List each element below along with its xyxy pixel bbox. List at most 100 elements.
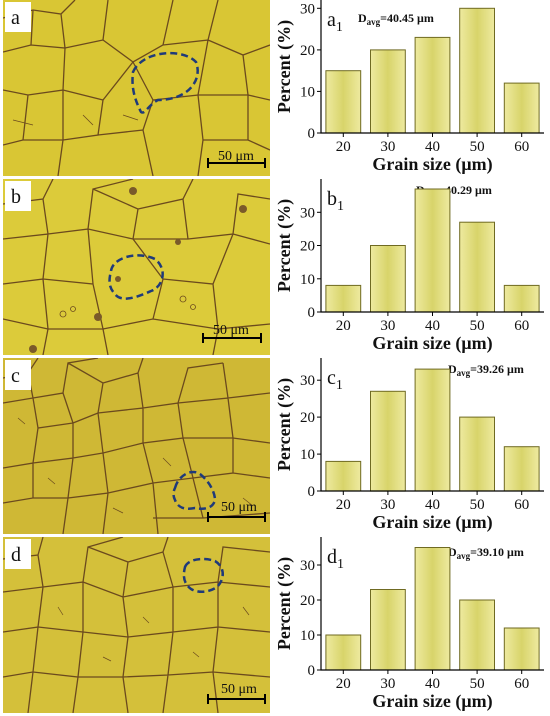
scale-bar-label: 50 μm [221,682,257,697]
x-axis-title: Grain size (μm) [372,333,492,354]
x-tick-label: 50 [470,497,485,513]
micrograph-a: a 50 μm [3,0,270,176]
micrograph-b-image: b 50 μm [3,179,270,355]
y-tick-label: 20 [300,239,315,255]
y-axis-title: Percent (%) [274,557,295,650]
micrograph-c: c 50 μm [3,358,270,534]
x-tick-label: 30 [380,497,395,513]
micrograph-background [3,537,270,713]
grain-boundaries [3,179,270,355]
bar-40 [414,547,451,671]
y-tick-label: 30 [300,205,315,221]
grain-boundaries [3,537,270,713]
bar-60 [503,627,540,671]
bar-20 [325,70,362,134]
scale-bar [207,512,266,522]
scale-bar-label: 50 μm [213,323,249,338]
micrograph-b: b 50 μm [3,179,270,355]
micrograph-d-image: d 50 μm [3,537,270,713]
row-d: d 50 μm d1 Davg=39.10 μm 20 30 40 50 60 0 10 20… [0,537,550,714]
chart-panel-letter: a1 [327,9,343,35]
dark-spots [29,187,247,353]
micrograph-background [3,0,270,176]
dashed-grain-outline [172,470,217,510]
x-tick-label: 30 [380,676,395,692]
chart-panel-letter: d1 [327,546,344,572]
y-tick-label: 30 [300,1,315,17]
chart-panel-a1: a1 Davg=40.45 μm 20 30 40 50 60 0 10 20 30 Grain … [274,0,550,177]
bar-chart-d1: d1 Davg=39.10 μm 20 30 40 50 600102030Grain … [274,537,544,712]
chart-panel-d1: d1 Davg=39.10 μm 20 30 40 50 60 0 10 20 30 Grain … [274,537,550,714]
chart-panel-letter: b1 [327,188,344,214]
y-tick-label: 30 [300,373,315,389]
bar-chart-c1: c1 Davg=39.26 μm 20 30 40 50 600102030Grain … [274,358,544,533]
bar-30 [370,245,406,313]
panel-label: b [11,186,21,208]
bar-60 [503,446,540,492]
row-c: c 50 μm c1 Davg=39.26 μm 20 30 40 50 60 0 10 20… [0,358,550,535]
bar-50 [459,7,495,134]
dashed-grain-outline [131,51,199,114]
y-tick-label: 0 [308,663,316,679]
scale-bar-label: 50 μm [221,500,257,515]
x-tick-label: 50 [470,676,485,692]
x-tick-label: 20 [336,497,351,513]
y-tick-label: 10 [300,447,315,463]
bar-40 [414,188,451,313]
bar-30 [370,589,406,671]
y-axis-title: Percent (%) [274,20,295,113]
bar-30 [370,49,406,134]
x-tick-label: 20 [336,139,351,155]
scale-bar-label: 50 μm [218,149,254,164]
y-tick-label: 0 [308,484,316,500]
y-tick-label: 10 [300,272,315,288]
y-tick-label: 20 [300,410,315,426]
grain-boundaries [3,0,270,176]
y-tick-label: 10 [300,84,315,100]
x-tick-label: 60 [514,139,529,155]
average-grain-size: Davg=39.26 μm [448,362,524,378]
chart-panel-c1: c1 Davg=39.26 μm 20 30 40 50 60 0 10 20 30 Grain … [274,358,550,535]
panel-label-box [5,360,31,390]
panel-label-box [5,539,31,569]
dashed-grain-outline [108,254,164,300]
bar-60 [503,284,540,313]
x-tick-label: 40 [425,318,440,334]
x-axis-title: Grain size (μm) [372,154,492,175]
bar-40 [414,36,451,134]
row-b: b 50 μm b1 Davg=40.29 μm 203040506001020… [0,179,550,356]
x-tick-label: 50 [470,139,485,155]
x-axis-title: Grain size (μm) [372,512,492,533]
bar-30 [370,390,406,492]
bar-40 [414,368,451,492]
axes [320,537,544,671]
y-axis-title: Percent (%) [274,378,295,471]
y-tick-label: 0 [308,305,316,321]
axes [320,358,544,492]
bar-20 [325,284,362,313]
axes [320,0,544,134]
scale-bar [202,333,262,343]
x-tick-label: 40 [425,139,440,155]
micrograph-c-image: c 50 μm [3,358,270,534]
bar-50 [459,416,495,492]
chart-panel-letter: c1 [327,367,343,393]
y-axis-title: Percent (%) [274,199,295,292]
y-tick-label: 0 [308,126,316,142]
panel-label: a [11,7,20,29]
x-tick-label: 30 [380,318,395,334]
bar-chart-b1: b1 Davg=40.29 μm 20304050600102030Grain … [274,179,544,354]
x-axis-title: Grain size (μm) [372,691,492,712]
x-tick-label: 60 [514,497,529,513]
average-grain-size: Davg=40.45 μm [358,11,434,27]
y-tick-label: 20 [300,593,315,609]
chart-panel-b1: b1 Davg=40.29 μm 20304050600102030Grain … [274,179,550,356]
average-grain-size: Davg=39.10 μm [448,545,524,561]
panel-label: d [11,544,21,566]
scale-bar [207,694,266,704]
bar-50 [459,221,495,313]
bar-60 [503,82,540,134]
row-a: a 50 μm a1 Davg=40.45 μm 20 30 40 50 60 0 10 20… [0,0,550,177]
bar-20 [325,634,362,671]
panel-label-box [5,2,31,32]
